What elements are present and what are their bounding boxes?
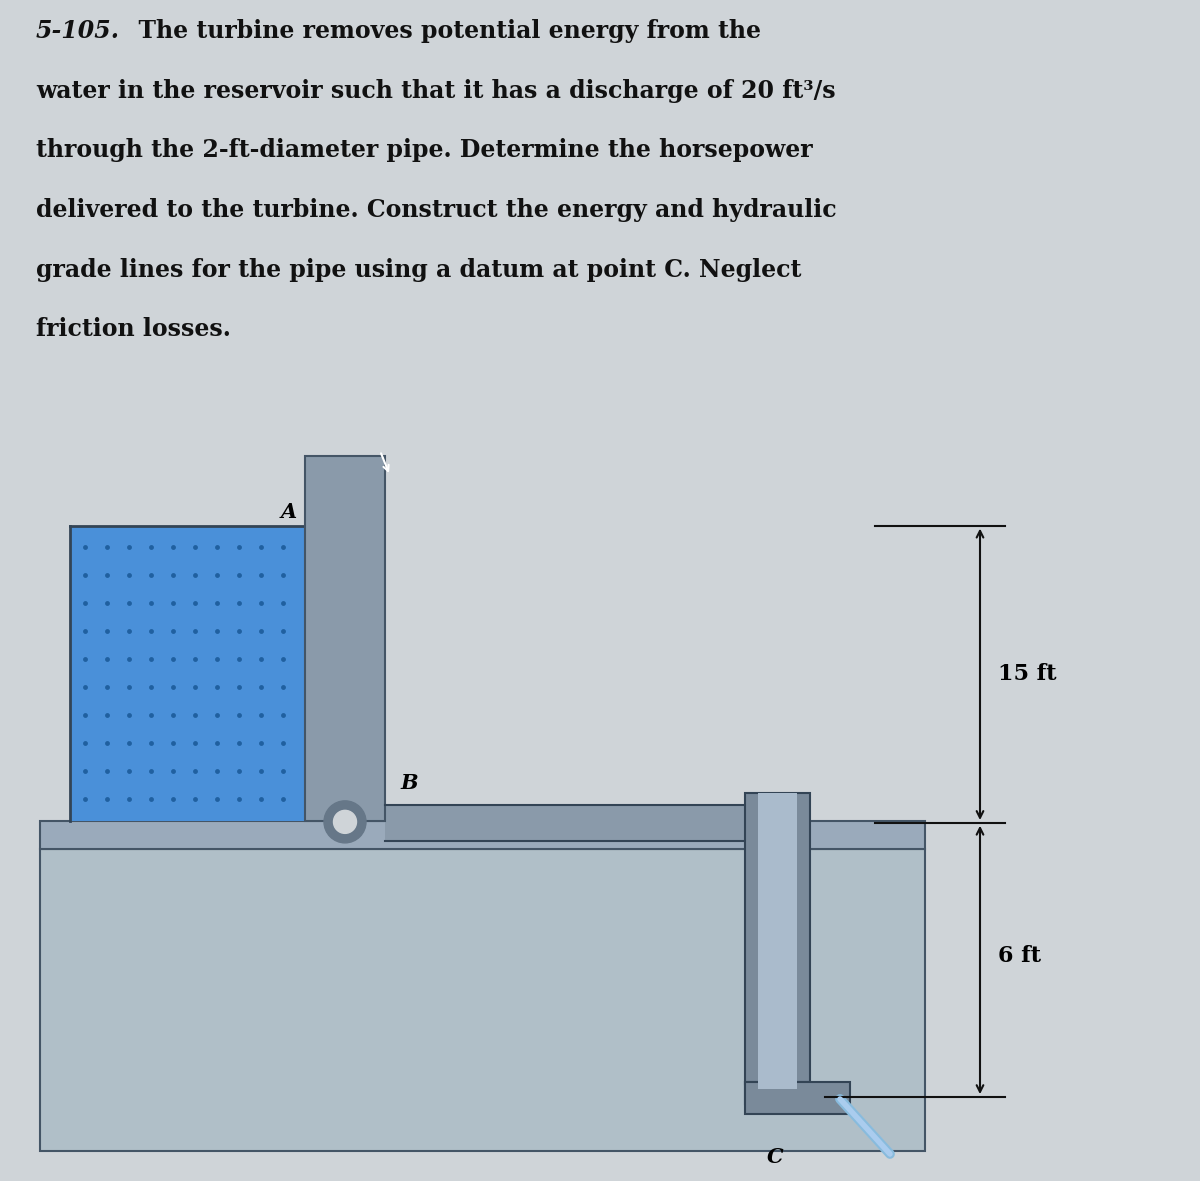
- Bar: [745, 1082, 810, 1104]
- Text: water in the reservoir such that it has a discharge of 20 ft³/s: water in the reservoir such that it has …: [36, 79, 835, 103]
- Text: B: B: [400, 772, 418, 792]
- Circle shape: [324, 801, 366, 843]
- Bar: [758, 792, 797, 1089]
- Bar: [305, 456, 385, 821]
- Text: delivered to the turbine. Construct the energy and hydraulic: delivered to the turbine. Construct the …: [36, 198, 836, 222]
- Text: 6 ft: 6 ft: [998, 945, 1042, 967]
- Text: grade lines for the pipe using a datum at point C. Neglect: grade lines for the pipe using a datum a…: [36, 257, 802, 282]
- Text: through the 2-ft-diameter pipe. Determine the horsepower: through the 2-ft-diameter pipe. Determin…: [36, 138, 812, 162]
- Bar: [745, 1082, 850, 1114]
- Bar: [745, 792, 810, 1084]
- Circle shape: [334, 810, 356, 834]
- Bar: [40, 849, 925, 1151]
- Bar: [40, 821, 925, 849]
- Text: A: A: [281, 502, 298, 522]
- Text: C: C: [767, 1147, 784, 1167]
- Text: 15 ft: 15 ft: [998, 664, 1056, 685]
- Text: friction losses.: friction losses.: [36, 318, 230, 341]
- Text: The turbine removes potential energy from the: The turbine removes potential energy fro…: [122, 19, 762, 43]
- Bar: [385, 805, 750, 841]
- Text: 5-105.: 5-105.: [36, 19, 120, 43]
- Bar: [70, 526, 305, 821]
